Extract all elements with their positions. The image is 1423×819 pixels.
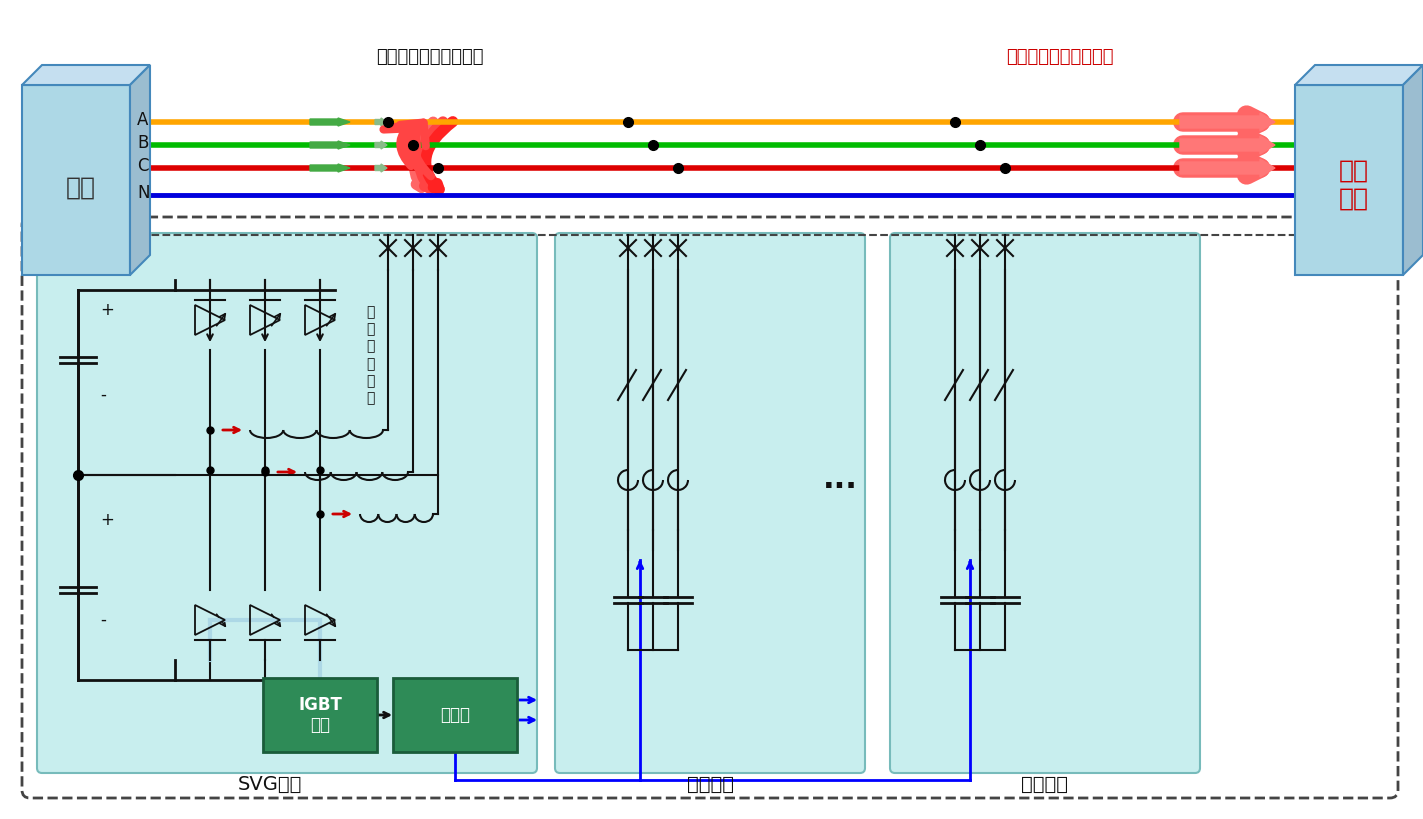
Text: 补偿前，谐波电流较大: 补偿前，谐波电流较大 bbox=[1006, 48, 1114, 66]
Text: 控制器: 控制器 bbox=[440, 706, 470, 724]
FancyBboxPatch shape bbox=[263, 678, 377, 752]
Text: ...: ... bbox=[822, 465, 858, 495]
FancyBboxPatch shape bbox=[37, 233, 536, 773]
Text: SVG支路: SVG支路 bbox=[238, 775, 302, 794]
FancyArrow shape bbox=[310, 164, 350, 172]
Text: 补偿后，谐波电流变小: 补偿后，谐波电流变小 bbox=[376, 48, 484, 66]
FancyArrow shape bbox=[1180, 159, 1275, 177]
Polygon shape bbox=[1403, 65, 1423, 275]
FancyBboxPatch shape bbox=[555, 233, 865, 773]
FancyArrowPatch shape bbox=[400, 123, 431, 176]
Text: 电网: 电网 bbox=[65, 176, 95, 200]
FancyArrow shape bbox=[310, 141, 350, 149]
Polygon shape bbox=[1295, 65, 1423, 85]
Text: N: N bbox=[137, 184, 149, 202]
Text: +: + bbox=[100, 511, 114, 529]
Text: 电容支路: 电容支路 bbox=[686, 775, 733, 794]
Text: A: A bbox=[137, 111, 148, 129]
FancyArrowPatch shape bbox=[391, 125, 421, 171]
Text: C: C bbox=[137, 157, 148, 175]
FancyArrow shape bbox=[310, 118, 350, 126]
FancyArrow shape bbox=[1180, 136, 1275, 154]
Polygon shape bbox=[21, 85, 129, 275]
Polygon shape bbox=[1295, 85, 1403, 275]
FancyArrow shape bbox=[1180, 113, 1275, 131]
Text: 电容支路: 电容支路 bbox=[1022, 775, 1069, 794]
Text: +: + bbox=[100, 301, 114, 319]
FancyArrowPatch shape bbox=[384, 129, 411, 166]
Text: -: - bbox=[100, 386, 105, 404]
Text: -: - bbox=[100, 611, 105, 629]
Polygon shape bbox=[21, 65, 149, 85]
FancyArrow shape bbox=[376, 141, 387, 149]
Text: 谐波
负载: 谐波 负载 bbox=[1339, 159, 1369, 211]
Polygon shape bbox=[129, 65, 149, 275]
FancyArrow shape bbox=[376, 118, 387, 126]
Text: B: B bbox=[137, 134, 148, 152]
FancyArrow shape bbox=[376, 164, 387, 172]
Text: 补
偿
谐
波
电
流: 补 偿 谐 波 电 流 bbox=[366, 305, 374, 405]
Text: IGBT
驱动: IGBT 驱动 bbox=[297, 695, 342, 735]
FancyBboxPatch shape bbox=[393, 678, 517, 752]
FancyBboxPatch shape bbox=[889, 233, 1200, 773]
